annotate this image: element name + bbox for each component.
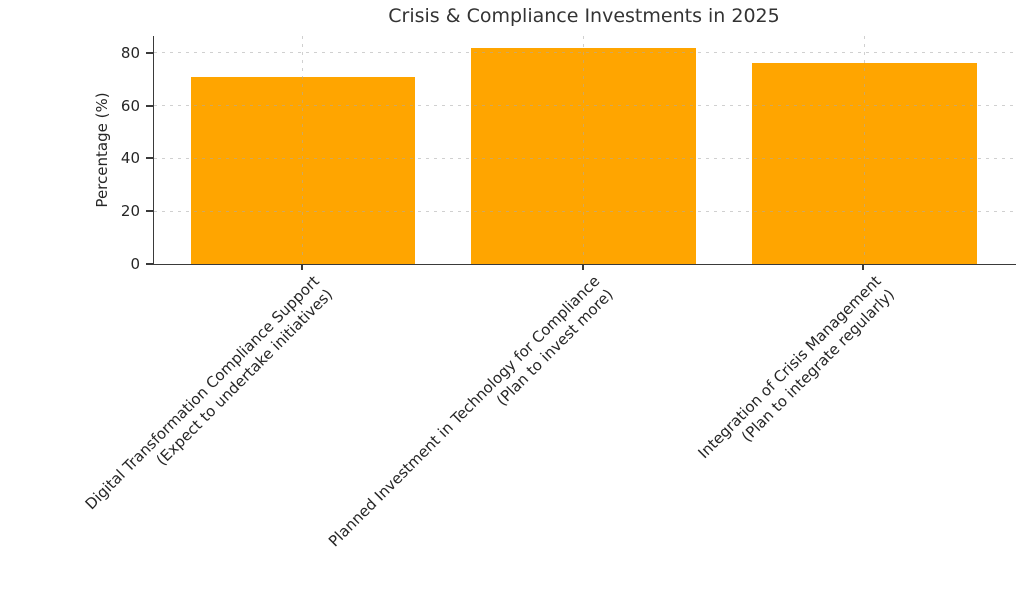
h-gridline — [154, 52, 1016, 54]
y-tick-label: 40 — [120, 149, 140, 168]
y-tick-label: 0 — [130, 255, 140, 273]
v-gridline — [302, 36, 304, 264]
x-tick-label: Planned Investment in Technology for Com… — [325, 272, 617, 551]
chart-title: Crisis & Compliance Investments in 2025 — [388, 5, 780, 27]
x-tick-mark — [862, 264, 865, 270]
y-tick-mark — [146, 104, 153, 107]
x-tick-label: Integration of Crisis Management (Plan t… — [694, 272, 898, 463]
y-tick-mark — [146, 157, 153, 160]
x-tick-mark — [581, 264, 584, 270]
x-tick-mark — [300, 264, 303, 270]
y-tick-mark — [146, 51, 153, 54]
y-tick-label: 60 — [120, 96, 140, 115]
h-gridline — [154, 105, 1016, 107]
h-gridline — [154, 157, 1016, 159]
x-tick-label: Digital Transformation Compliance Suppor… — [81, 272, 336, 514]
y-tick-label: 80 — [120, 43, 140, 62]
h-gridline — [154, 210, 1016, 212]
y-tick-mark — [146, 210, 153, 213]
y-tick-label: 20 — [120, 202, 140, 221]
v-gridline — [583, 36, 585, 264]
y-tick-mark — [146, 263, 153, 265]
v-gridline — [863, 36, 865, 264]
axes — [153, 36, 1016, 265]
